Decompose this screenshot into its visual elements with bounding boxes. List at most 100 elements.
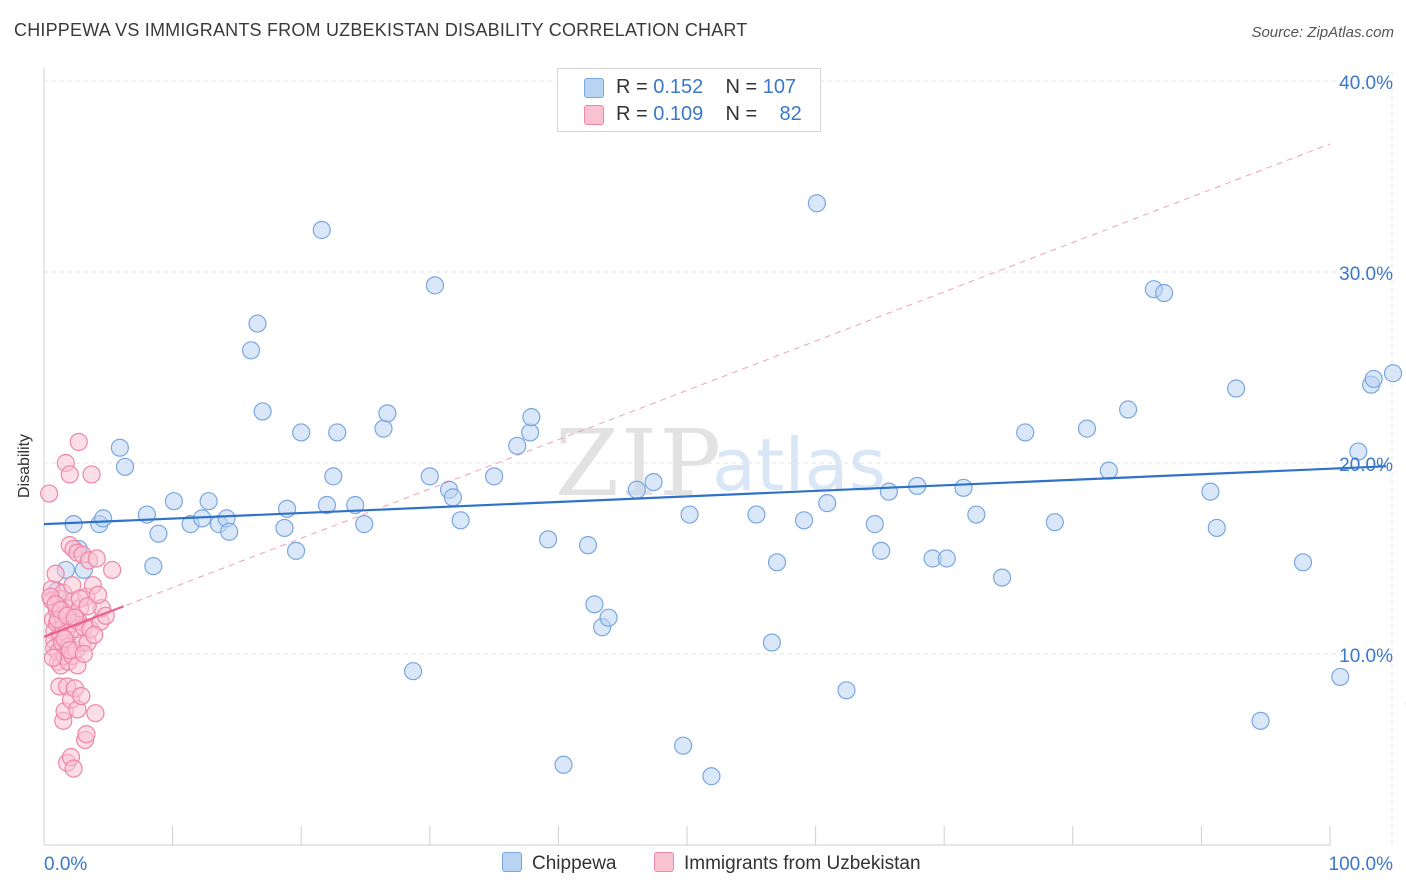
data-point xyxy=(747,505,766,524)
data-point xyxy=(374,419,393,438)
data-point xyxy=(317,495,337,515)
data-point xyxy=(1016,423,1035,442)
data-point xyxy=(420,467,439,486)
axes xyxy=(43,68,1331,846)
data-point xyxy=(144,557,163,576)
data-point xyxy=(88,585,108,604)
data-point xyxy=(1118,400,1138,419)
data-point xyxy=(522,408,541,427)
bottom-legend-label: Immigrants from Uzbekistan xyxy=(684,853,921,874)
data-point xyxy=(794,511,814,530)
data-point xyxy=(865,515,884,534)
bottom-legend-label: Chippewa xyxy=(532,853,617,874)
data-point xyxy=(680,505,699,524)
data-point xyxy=(74,644,93,664)
data-point xyxy=(403,662,423,681)
bottom-legend-chippewa: Chippewa xyxy=(502,852,617,875)
data-point xyxy=(115,457,135,476)
data-point xyxy=(85,625,104,645)
data-point xyxy=(585,595,604,614)
data-point xyxy=(1099,461,1118,480)
y-tick-label: 40.0% xyxy=(1339,73,1393,94)
legend-text: R = 0.109 N = 82 xyxy=(616,103,802,126)
chippewa-trend-line xyxy=(43,465,1387,526)
data-point xyxy=(1155,283,1174,303)
data-point xyxy=(1293,553,1313,572)
legend-r-label: R = xyxy=(616,103,654,125)
data-point xyxy=(346,495,365,515)
legend-r-label: R = xyxy=(616,76,654,98)
data-point xyxy=(253,402,272,421)
data-point xyxy=(992,568,1012,587)
data-point xyxy=(72,686,91,706)
legend-swatch-blue xyxy=(584,78,604,98)
data-point xyxy=(248,314,267,333)
data-point xyxy=(103,560,122,580)
legend-n-value: 107 xyxy=(762,76,797,98)
grid-lines xyxy=(44,72,1393,845)
data-point xyxy=(78,597,97,616)
chippewa-points xyxy=(47,194,1406,786)
data-point xyxy=(807,194,826,213)
data-point xyxy=(199,492,218,511)
data-point xyxy=(443,488,463,507)
data-point xyxy=(87,549,106,568)
data-point xyxy=(1201,482,1220,501)
bottom-legend-uzbekistan: Immigrants from Uzbekistan xyxy=(654,852,921,875)
legend-r-value: 0.152 xyxy=(653,76,704,98)
legend-n-label: N = xyxy=(725,76,763,98)
data-point xyxy=(937,549,956,568)
data-point xyxy=(286,541,306,560)
data-point xyxy=(220,522,239,541)
uzbekistan-points xyxy=(40,432,122,778)
legend-r-value: 0.109 xyxy=(653,103,704,125)
data-point xyxy=(312,220,331,240)
legend-n-value: 82 xyxy=(779,103,802,125)
uzbekistan-trend-line xyxy=(43,605,125,638)
data-point xyxy=(818,494,837,513)
data-point xyxy=(69,432,88,452)
chart-title: CHIPPEWA VS IMMIGRANTS FROM UZBEKISTAN D… xyxy=(14,20,748,40)
data-point xyxy=(110,438,129,457)
data-point xyxy=(63,576,82,595)
legend-n-label: N = xyxy=(725,103,763,125)
data-point xyxy=(425,276,445,295)
data-point xyxy=(64,759,83,778)
data-point xyxy=(599,608,618,627)
x-tick-label: 0.0% xyxy=(44,854,87,875)
data-point xyxy=(879,482,899,501)
data-point xyxy=(149,524,168,543)
data-point xyxy=(378,404,397,423)
data-point xyxy=(702,767,721,786)
data-point xyxy=(508,436,527,455)
data-point xyxy=(324,467,343,486)
data-point xyxy=(1227,379,1246,398)
data-point xyxy=(86,704,105,723)
trend-lines xyxy=(43,143,1387,638)
tick-labels: 10.0% 20.0% 30.0% 40.0% 0.0% 100.0% xyxy=(44,73,1393,875)
data-point xyxy=(1045,513,1064,532)
data-point xyxy=(46,564,65,583)
x-tick-label: 100.0% xyxy=(1329,854,1394,875)
bottom-legend-swatch-pink xyxy=(654,852,674,872)
data-point xyxy=(954,478,973,497)
y-axis-label: Disability xyxy=(16,433,33,498)
data-point xyxy=(521,423,540,442)
data-point xyxy=(767,553,787,572)
data-point xyxy=(164,492,183,511)
y-tick-label: 30.0% xyxy=(1339,264,1393,285)
uzbekistan-trend-extension xyxy=(43,143,1331,638)
data-point xyxy=(967,505,986,524)
data-point xyxy=(451,511,470,530)
data-point xyxy=(554,755,573,774)
data-point xyxy=(1364,369,1383,389)
data-point xyxy=(275,518,294,538)
data-point xyxy=(355,515,374,534)
data-point xyxy=(241,341,261,360)
data-point xyxy=(77,725,96,744)
data-point xyxy=(837,681,856,700)
data-point xyxy=(485,467,504,486)
data-point xyxy=(1251,711,1270,730)
data-point xyxy=(762,633,781,652)
